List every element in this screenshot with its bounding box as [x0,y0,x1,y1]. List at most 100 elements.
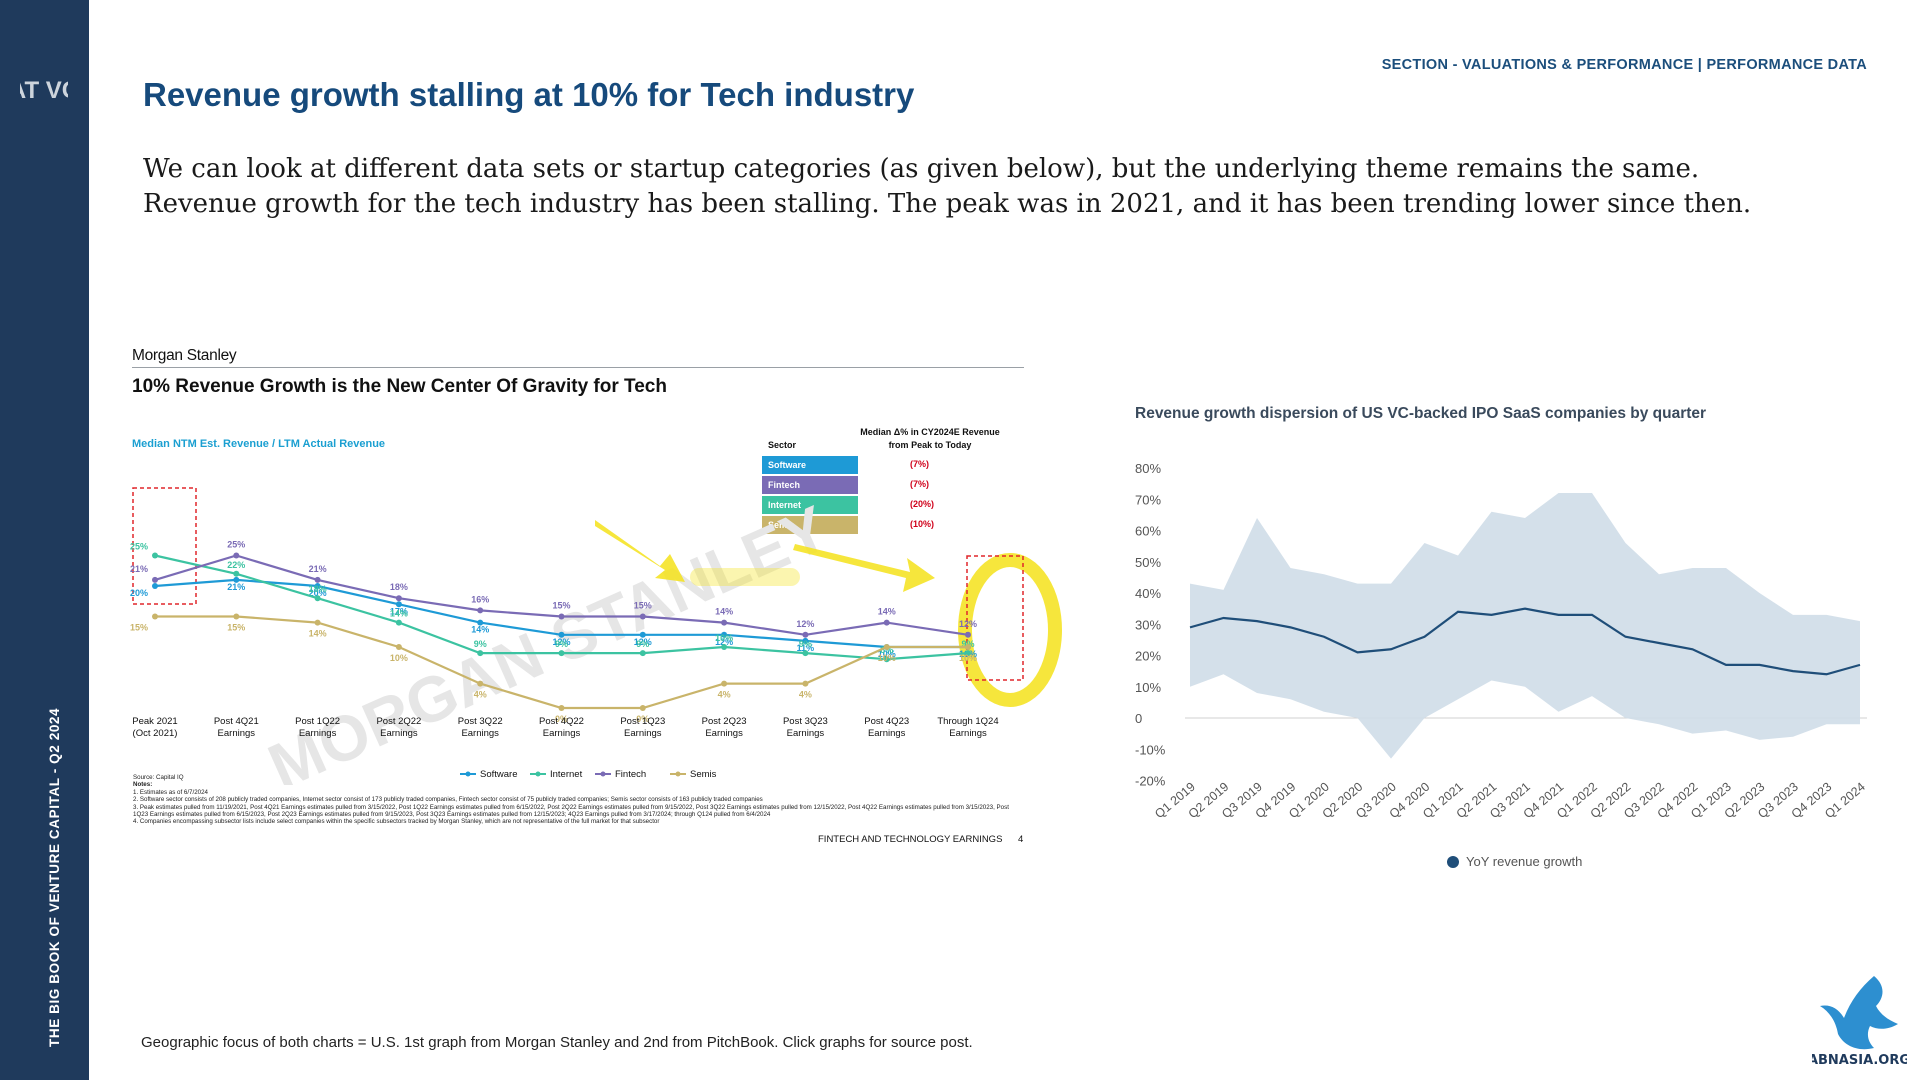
ms-data-point [639,705,646,711]
pb-area-chart[interactable]: 80%70%60%50%40%30%20%10%0-10%-20%Q1 2019… [1125,440,1885,840]
ms-data-label: 16% [471,594,489,604]
ms-x-tick-label: Earnings [380,728,418,739]
ms-note: 3. Peak estimates pulled from 11/19/2021… [133,803,1009,819]
svg-text:ABNASIA.ORG: ABNASIA.ORG [1812,1053,1907,1068]
ms-table-row-software: Software [762,456,858,474]
ms-chart-title[interactable]: 10% Revenue Growth is the New Center Of … [132,376,667,397]
ms-data-point [558,613,565,620]
sidebar-vertical-text: THE BIG BOOK OF VENTURE CAPITAL - Q2 202… [47,707,62,1047]
ms-x-tick-label: Earnings [543,728,581,739]
pb-chart-title[interactable]: Revenue growth dispersion of US VC-backe… [1135,405,1707,422]
pb-y-tick-label: 70% [1135,492,1161,507]
ms-x-tick-label: Post 1Q22 [295,716,340,727]
ms-x-tick-label: Post 3Q22 [458,716,503,727]
ms-legend-marker [675,771,681,777]
ms-data-point [883,619,890,626]
pb-y-tick-label: 80% [1135,461,1161,476]
ms-x-tick-label: Through 1Q24 [937,716,998,727]
ms-peak-box [132,487,197,605]
ms-arrow-icon [793,544,935,592]
ms-data-label: 22% [227,560,245,570]
ms-x-tick-label: Earnings [299,728,337,739]
ms-x-tick-label: Post 2Q23 [702,716,747,727]
ms-data-label: 12% [634,637,652,647]
pb-legend-label: YoY revenue growth [1466,854,1583,869]
ms-data-point [152,613,158,620]
ms-data-label: 15% [130,623,148,633]
ms-data-point [152,576,158,583]
ms-notes-title: Notes: [133,781,153,789]
ms-x-tick-label: Peak 2021 [132,716,177,727]
ms-legend-label: Semis [690,769,717,780]
ms-x-tick-label: Earnings [624,728,662,739]
ms-data-label: 20% [130,588,148,598]
ms-data-point [233,570,240,577]
ms-data-point [802,631,809,638]
abnasia-logo[interactable]: ABNASIA.ORG [1812,968,1907,1068]
ms-data-label: 21% [309,564,327,574]
ms-x-tick-label: Post 4Q22 [539,716,584,727]
pb-legend-marker [1447,856,1459,868]
ms-data-point [395,644,402,650]
pb-y-tick-label: 0 [1135,711,1142,726]
ms-data-label: 12% [552,637,570,647]
atvc-logo: AT VC [20,77,68,104]
ms-data-label: 21% [130,564,148,574]
pb-y-tick-label: 50% [1135,555,1161,570]
ms-footnotes: Source: Capital IQ Notes: 1. Estimates a… [133,774,1023,826]
ms-legend-label: Software [480,769,518,780]
ms-data-point [314,576,321,583]
ms-legend-marker [465,771,471,777]
ms-note: 1. Estimates as of 6/7/2024 [133,788,208,796]
ms-data-label: 25% [227,540,245,550]
ms-data-label: 9% [636,639,649,649]
ms-data-label: 14% [878,607,896,617]
ms-data-label: 14% [715,607,733,617]
sidebar: AT VC THE BIG BOOK OF VENTURE CAPITAL - … [0,0,89,1080]
ms-data-label: 25% [130,542,148,552]
ms-data-label: 15% [552,601,570,611]
ms-x-tick-label: Post 4Q21 [214,716,259,727]
ms-data-label: 14% [471,625,489,635]
ms-data-point [314,595,321,602]
ms-data-point [395,595,402,602]
ms-data-label: 0% [555,714,568,724]
ms-data-label: 4% [474,690,487,700]
pb-y-tick-label: 30% [1135,617,1161,632]
ms-data-point [233,613,240,620]
ms-data-point [233,576,240,583]
ms-data-label: 10% [715,633,733,643]
ms-data-label: 12% [959,619,977,629]
pb-y-tick-label: 10% [1135,680,1161,695]
ms-x-tick-label: Post 4Q23 [864,716,909,727]
ms-data-label: 4% [718,690,731,700]
ms-data-point [395,619,402,626]
ms-data-point [477,607,484,614]
ms-data-label: 9% [799,639,812,649]
ms-data-label: 10% [959,653,977,663]
pb-y-tick-label: 20% [1135,649,1161,664]
ms-x-tick-label: (Oct 2021) [133,728,178,739]
footer-note: Geographic focus of both charts = U.S. 1… [141,1034,973,1051]
ms-x-tick-label: Post 2Q22 [376,716,421,727]
ms-data-label: 9% [474,639,487,649]
pb-y-tick-label: 60% [1135,524,1161,539]
ms-data-label: 15% [634,601,652,611]
pb-series-line[interactable] [1189,607,1861,676]
ms-table-header-sector: Sector [768,440,797,450]
ms-divider [132,367,1024,368]
ms-legend-marker [600,771,606,777]
svg-text:AT VC: AT VC [20,77,68,104]
ms-data-point [639,650,646,657]
ms-note: 2. Software sector consists of 208 publi… [133,796,763,804]
ms-legend-label: Internet [550,769,583,780]
ms-latest-box [966,555,1024,681]
ms-table-row-internet: Internet [762,496,858,514]
ms-data-point [965,631,971,638]
ms-x-tick-label: Earnings [868,728,906,739]
ms-data-point [558,650,565,657]
pb-y-tick-label: -10% [1135,742,1166,757]
ms-x-tick-label: Earnings [461,728,499,739]
ms-data-point [883,656,890,663]
